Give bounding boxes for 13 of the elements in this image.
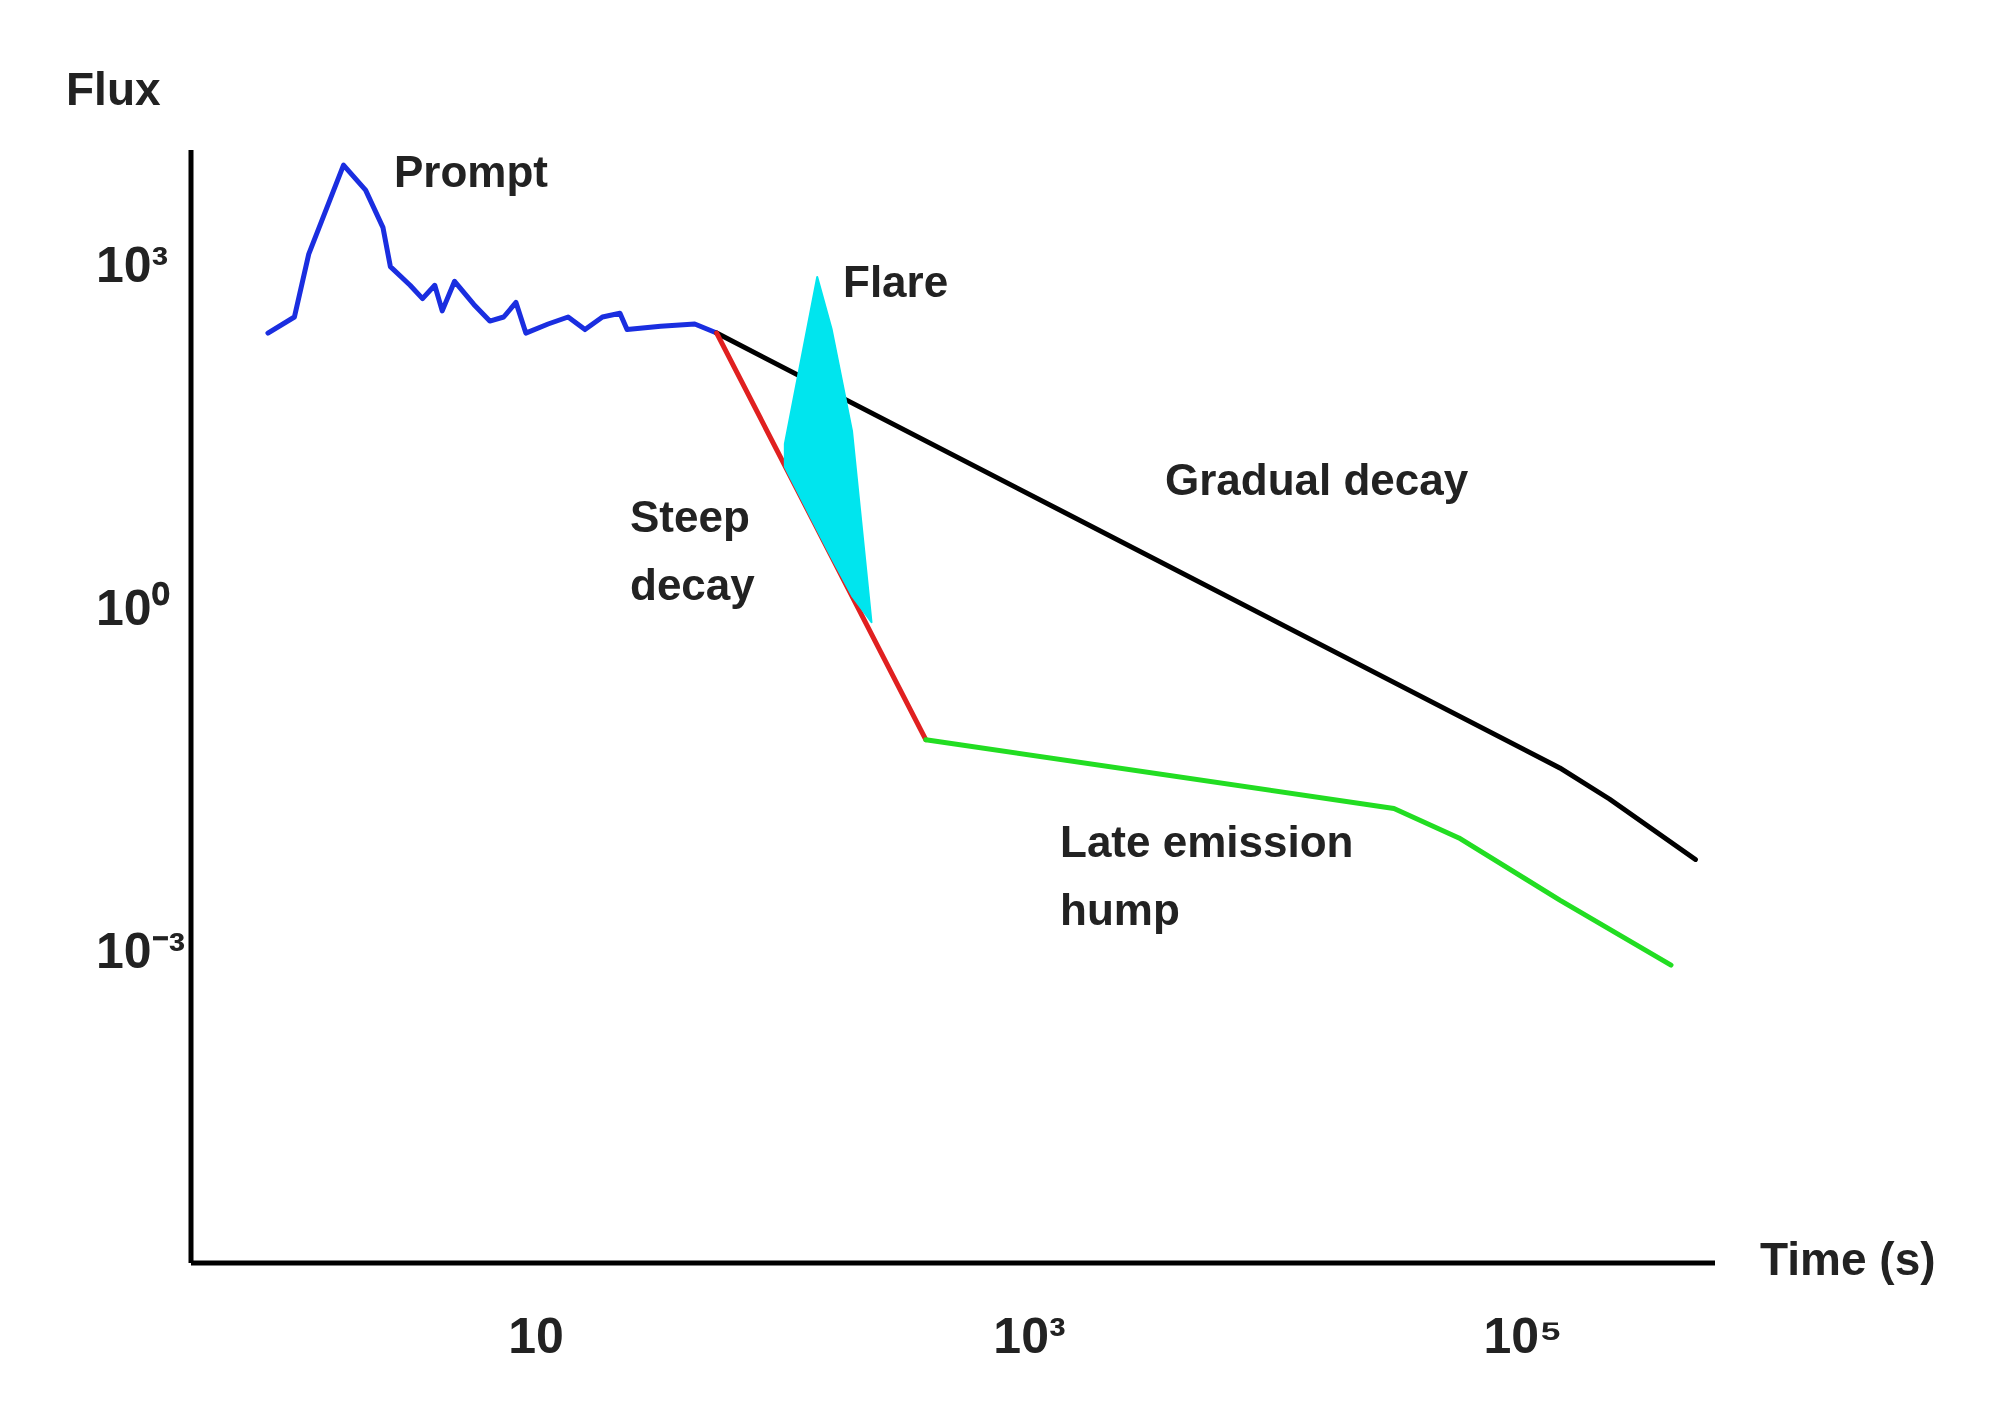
annotation: Prompt	[394, 146, 549, 196]
annotation: Gradual decay	[1165, 454, 1469, 504]
annotation: Late emission hump	[1060, 816, 1354, 934]
annotation: Flare	[843, 256, 949, 306]
x-tick-label: 10⁵	[1483, 1308, 1563, 1364]
x-axis-title: Time (s)	[1760, 1233, 1936, 1286]
y-tick-label: 10⁻³	[96, 922, 186, 979]
y-axis-title: Flux	[66, 63, 161, 115]
annotation: Steep decay	[630, 491, 756, 609]
y-tick-label: 10³	[96, 237, 169, 294]
x-tick-label: 10	[508, 1308, 564, 1364]
x-tick-label: 10³	[993, 1308, 1066, 1364]
y-tick-label: 10⁰	[96, 580, 170, 636]
